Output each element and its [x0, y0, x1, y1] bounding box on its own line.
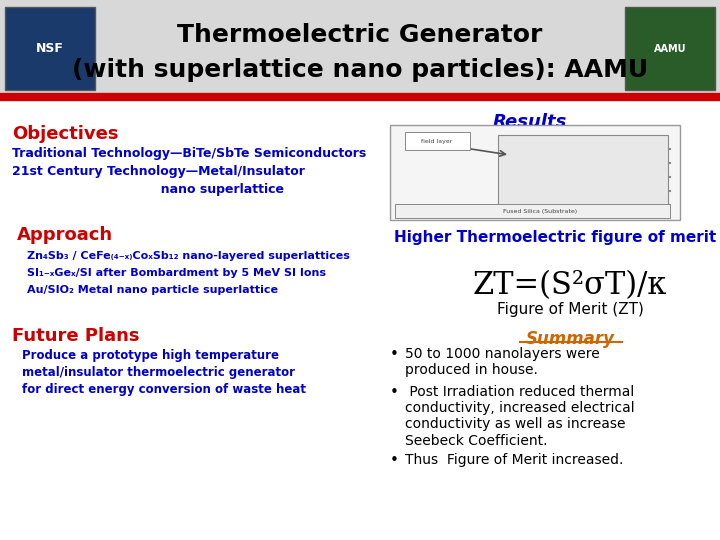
Bar	[405, 132, 470, 150]
Bar	[390, 125, 680, 220]
Bar	[498, 135, 668, 210]
Text: •: •	[390, 385, 399, 400]
Text: Approach: Approach	[17, 226, 113, 244]
Text: •: •	[390, 347, 399, 362]
Text: ZT=(S²σT)/κ: ZT=(S²σT)/κ	[473, 270, 667, 301]
Text: metal/insulator thermoelectric generator: metal/insulator thermoelectric generator	[22, 366, 295, 379]
Text: 50 to 1000 nanolayers were
produced in house.: 50 to 1000 nanolayers were produced in h…	[405, 347, 600, 377]
Text: Results: Results	[492, 113, 567, 131]
Text: Au/SIO₂ Metal nano particle superlattice: Au/SIO₂ Metal nano particle superlattice	[27, 285, 278, 295]
Text: (with superlattice nano particles): AAMU: (with superlattice nano particles): AAMU	[72, 58, 648, 82]
Text: AAMU: AAMU	[654, 44, 686, 54]
Text: Higher Thermoelectric figure of merit: Higher Thermoelectric figure of merit	[394, 230, 716, 245]
Text: Zn₄Sb₃ / CeFe₍₄₋ₓ₎CoₓSb₁₂ nano-layered superlattices: Zn₄Sb₃ / CeFe₍₄₋ₓ₎CoₓSb₁₂ nano-layered s…	[27, 251, 350, 261]
Text: field layer: field layer	[421, 138, 453, 144]
Bar	[395, 204, 670, 218]
Bar	[625, 7, 715, 90]
Text: Future Plans: Future Plans	[12, 327, 140, 345]
Text: Objectives: Objectives	[12, 125, 119, 143]
Text: Summary: Summary	[526, 330, 614, 348]
Text: Produce a prototype high temperature: Produce a prototype high temperature	[22, 349, 279, 362]
Text: Fused Silica (Substrate): Fused Silica (Substrate)	[503, 208, 577, 213]
Text: 21st Century Technology—Metal/Insulator: 21st Century Technology—Metal/Insulator	[12, 165, 305, 178]
Text: for direct energy conversion of waste heat: for direct energy conversion of waste he…	[22, 383, 306, 396]
Text: Thermoelectric Generator: Thermoelectric Generator	[177, 23, 543, 47]
Text: SI₁₋ₓGeₓ/SI after Bombardment by 5 MeV SI Ions: SI₁₋ₓGeₓ/SI after Bombardment by 5 MeV S…	[27, 268, 326, 278]
Text: nano superlattice: nano superlattice	[12, 183, 284, 196]
Bar	[5, 7, 95, 90]
Text: Thus  Figure of Merit increased.: Thus Figure of Merit increased.	[405, 453, 624, 467]
Text: NSF: NSF	[36, 43, 64, 56]
Text: •: •	[390, 453, 399, 468]
Text: Figure of Merit (ZT): Figure of Merit (ZT)	[497, 302, 644, 317]
Bar	[0, 0, 720, 97]
Text: Traditional Technology—BiTe/SbTe Semiconductors: Traditional Technology—BiTe/SbTe Semicon…	[12, 147, 366, 160]
Text: Post Irradiation reduced thermal
conductivity, increased electrical
conductivity: Post Irradiation reduced thermal conduct…	[405, 385, 634, 448]
